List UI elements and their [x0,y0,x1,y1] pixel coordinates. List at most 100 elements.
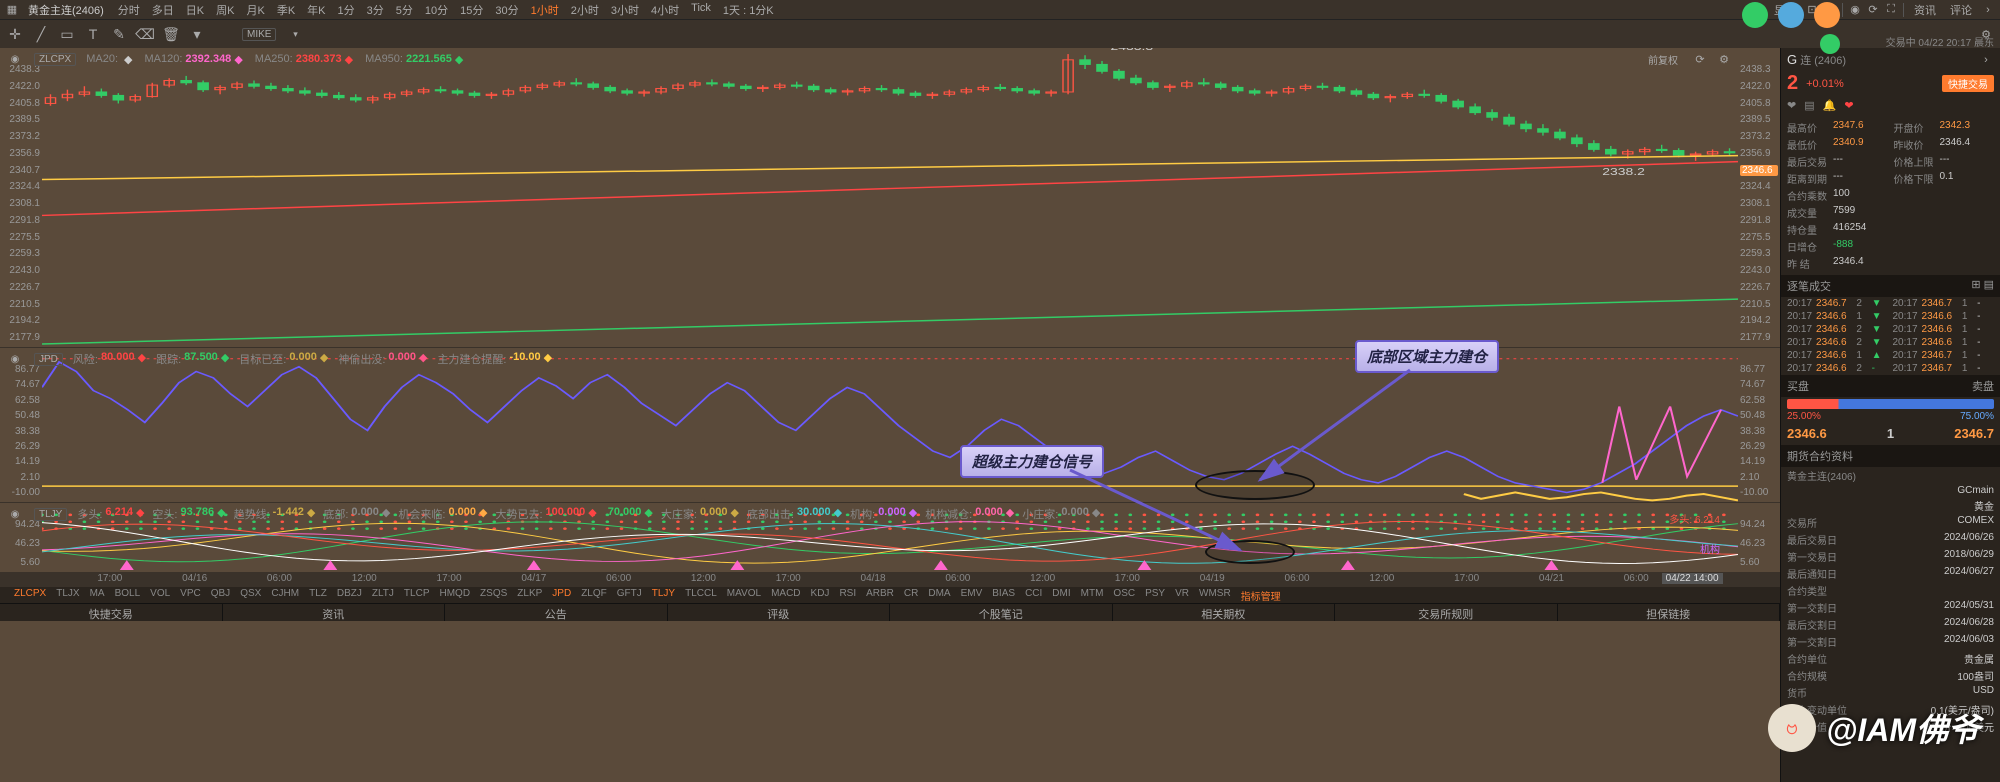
indicator-tab-CJHM[interactable]: CJHM [267,587,303,603]
clear-icon[interactable]: 🗑 [162,25,180,43]
indicator-tab-TLJX[interactable]: TLJX [52,587,83,603]
indicator-tab-VOL[interactable]: VOL [146,587,174,603]
timeframe-多日[interactable]: 多日 [146,0,180,20]
indicator-tab-MTM[interactable]: MTM [1077,587,1108,603]
indicator-tab-WMSR[interactable]: WMSR [1195,587,1235,603]
indicator-tab-GFTJ[interactable]: GFTJ [613,587,646,603]
indicator-jpd-badge[interactable]: JPD [34,353,63,366]
indicator-tab-ZLQF[interactable]: ZLQF [577,587,611,603]
indicator-mike-badge[interactable]: MIKE [242,28,276,41]
chevron-down-icon[interactable]: ▾ [286,25,304,43]
bottom-tab[interactable]: 快捷交易 [0,604,223,621]
timeframe-15分[interactable]: 15分 [454,0,489,20]
layout-icon[interactable]: ▦ [4,2,20,18]
timeframe-4小时[interactable]: 4小时 [645,0,685,20]
comment-tab[interactable]: 评论 [1944,0,1978,20]
timeframe-30分[interactable]: 30分 [489,0,524,20]
indicator-tab-MACD[interactable]: MACD [767,587,804,603]
indicator-tab-BOLL[interactable]: BOLL [111,587,145,603]
refresh-icon[interactable]: ⟳ [1865,2,1881,18]
bottom-tab[interactable]: 相关期权 [1113,604,1336,621]
timeframe-1小时[interactable]: 1小时 [525,0,565,20]
indicator-tab-HMQD[interactable]: HMQD [435,587,474,603]
bottom-tab[interactable]: 评级 [668,604,891,621]
bottom-tab[interactable]: 交易所规则 [1335,604,1558,621]
indicator-tab-QSX[interactable]: QSX [236,587,265,603]
bottom-tab[interactable]: 个股笔记 [890,604,1113,621]
indicator-tljy-badge[interactable]: TLJY [34,508,67,521]
indicator-tab-TLZ[interactable]: TLZ [305,587,331,603]
indicator-tab-ZLCPX[interactable]: ZLCPX [10,587,50,603]
timeframe-5分[interactable]: 5分 [390,0,419,20]
timeframe-3小时[interactable]: 3小时 [605,0,645,20]
indicator-tab-DMA[interactable]: DMA [924,587,954,603]
indicator-tab-ARBR[interactable]: ARBR [862,587,898,603]
indicator-tab-CCI[interactable]: CCI [1021,587,1046,603]
bottom-tab[interactable]: 公告 [445,604,668,621]
timeframe-分时[interactable]: 分时 [112,0,146,20]
indicator-tab-RSI[interactable]: RSI [835,587,860,603]
timeframe-3分[interactable]: 3分 [361,0,390,20]
indicator-zlcpx-badge[interactable]: ZLCPX [34,53,76,66]
line-icon[interactable]: ╱ [32,25,50,43]
indicator-tab-VPC[interactable]: VPC [176,587,205,603]
indicator-tljy-pane[interactable]: ◉ TLJY 多头:6.214◆空头:93.786◆趋势线:-1.442◆底部:… [0,503,1780,573]
indicator-tab-DMI[interactable]: DMI [1048,587,1074,603]
indicator-tab-OSC[interactable]: OSC [1109,587,1139,603]
time-tick: 06:00 [945,573,970,584]
indicator-tab-KDJ[interactable]: KDJ [807,587,834,603]
eye-icon[interactable]: ◉ [6,505,24,523]
chevron-right-icon[interactable]: › [1980,2,1996,18]
indicator-tab-VR[interactable]: VR [1171,587,1193,603]
y-tick: 5.60 [1740,557,1778,568]
timeframe-10分[interactable]: 10分 [419,0,454,20]
indicator-tab-TLJY[interactable]: TLJY [648,587,679,603]
indicator-tab-CR[interactable]: CR [900,587,922,603]
indicator-tab-ZLTJ[interactable]: ZLTJ [368,587,398,603]
eye-icon[interactable]: ◉ [6,350,24,368]
more-draw-icon[interactable]: ▾ [188,25,206,43]
indicator-tab-QBJ[interactable]: QBJ [207,587,234,603]
timeframe-2小时[interactable]: 2小时 [565,0,605,20]
indicator-tab-MAVOL[interactable]: MAVOL [723,587,765,603]
bottom-tab[interactable]: 资讯 [223,604,446,621]
indicator-tab-MA[interactable]: MA [86,587,109,603]
timeframe-1分[interactable]: 1分 [332,0,361,20]
timeframe-月K[interactable]: 月K [240,0,270,20]
indicator-tab-JPD[interactable]: JPD [548,587,575,603]
indicator-tab-ZLKP[interactable]: ZLKP [513,587,546,603]
indicator-jpd-pane[interactable]: ◉ JPD 风险:80.000◆跟踪:87.500◆目标已至:0.000◆神偷出… [0,348,1780,503]
indicator-tab-ZSQS[interactable]: ZSQS [476,587,511,603]
text-icon[interactable]: T [84,25,102,43]
quote-value: 416254 [1833,222,1888,237]
indicator-tab-指标管理[interactable]: 指标管理 [1237,587,1285,603]
bottom-tab[interactable]: 担保链接 [1558,604,1781,621]
indicator-tab-TLCCL[interactable]: TLCCL [681,587,721,603]
indicator-tab-EMV[interactable]: EMV [957,587,987,603]
fast-trade-button[interactable]: 快捷交易 [1942,75,1994,92]
y-tick: 2194.2 [1740,315,1778,326]
ind2-legend-item: 大庄家:0.000◆ [661,506,739,522]
crosshair-icon[interactable]: ✛ [6,25,24,43]
indicator-tab-DBZJ[interactable]: DBZJ [333,587,366,603]
timeframe-季K[interactable]: 季K [271,0,301,20]
eraser-icon[interactable]: ⌫ [136,25,154,43]
price-chart-pane[interactable]: ◉ ZLCPX MA20:◆MA120:2392.348◆MA250:2380.… [0,48,1780,348]
timeframe-年K[interactable]: 年K [301,0,331,20]
indicator-tab-TLCP[interactable]: TLCP [400,587,434,603]
rect-icon[interactable]: ▭ [58,25,76,43]
y-tick: 62.58 [2,395,40,406]
timeframe-Tick[interactable]: Tick [685,0,717,20]
eye-icon[interactable]: ◉ [6,50,24,68]
y-tick: 2259.3 [2,248,40,259]
note-icon[interactable]: ✎ [110,25,128,43]
timeframe-周K[interactable]: 周K [210,0,240,20]
timeframe-1天 : 1分K[interactable]: 1天 : 1分K [717,0,780,20]
camera-icon[interactable]: ◉ [1847,2,1863,18]
news-tab[interactable]: 资讯 [1908,0,1942,20]
indicator-tab-BIAS[interactable]: BIAS [988,587,1019,603]
close-icon[interactable]: › [1978,52,1994,68]
indicator-tab-PSY[interactable]: PSY [1141,587,1169,603]
timeframe-日K[interactable]: 日K [180,0,210,20]
expand-icon[interactable]: ⛶ [1883,2,1899,18]
